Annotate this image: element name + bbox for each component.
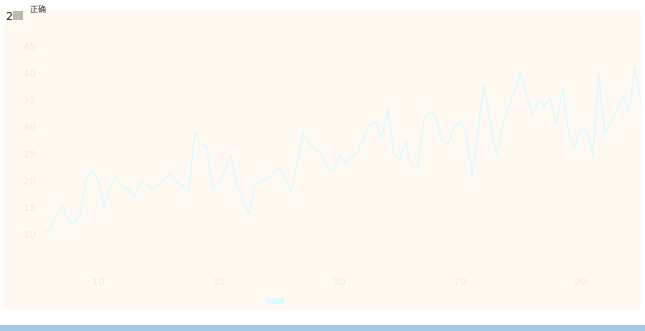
y-tick-label: 40 xyxy=(23,69,36,80)
x-tick-label: 90 xyxy=(574,277,587,288)
x-tick-label: 50 xyxy=(333,277,346,288)
corner-caption: 正确 xyxy=(30,4,46,14)
y-tick-label: 25 xyxy=(23,149,36,160)
corner-badge: 2 正确 xyxy=(6,4,46,23)
x-tick-label: 30 xyxy=(213,277,226,288)
image-icon xyxy=(13,11,23,20)
y-axis-ticks: 10 15 20 25 30 35 40 45 xyxy=(23,42,36,241)
x-axis-ticks: 10 30 50 70 90 xyxy=(92,277,587,288)
corner-number: 2 xyxy=(6,10,13,23)
series-line xyxy=(43,64,642,234)
legend-swatch xyxy=(266,298,284,304)
y-tick-label: 15 xyxy=(23,203,36,214)
x-tick-label: 10 xyxy=(92,277,105,288)
y-tick-label: 45 xyxy=(23,42,36,53)
bottom-bar xyxy=(0,325,645,331)
y-tick-label: 10 xyxy=(23,230,36,241)
plot-background xyxy=(4,10,641,309)
y-tick-label: 35 xyxy=(23,96,36,107)
legend[interactable] xyxy=(266,298,284,304)
y-tick-label: 30 xyxy=(23,123,36,134)
y-tick-label: 20 xyxy=(23,176,36,187)
x-tick-label: 70 xyxy=(454,277,467,288)
